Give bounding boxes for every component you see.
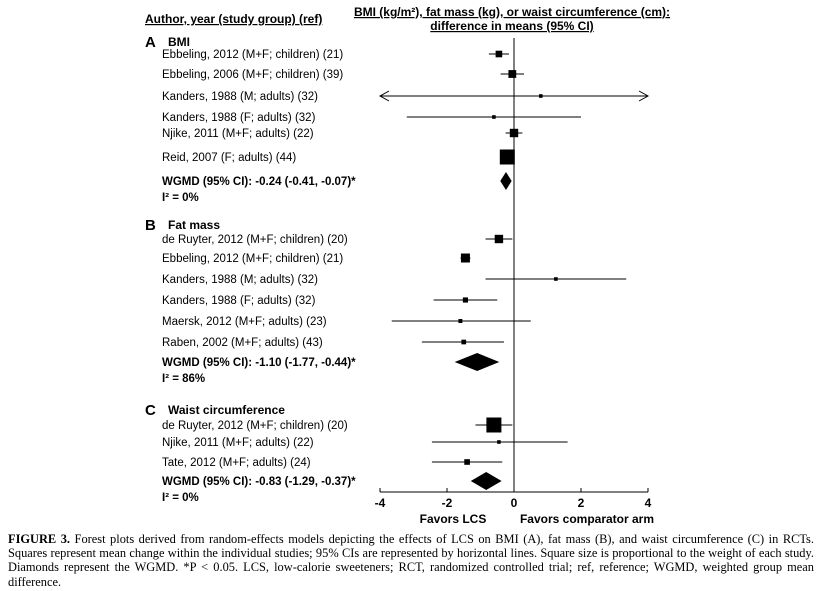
study-effect-square <box>499 149 515 165</box>
caption-label: FIGURE 3. <box>8 532 71 546</box>
study-effect-square <box>462 297 469 303</box>
study-effect-square <box>458 319 463 323</box>
pooled-estimate-label: WGMD (95% CI): -0.83 (-1.29, -0.37)* <box>162 476 356 488</box>
study-effect-square <box>494 234 504 244</box>
x-axis-tick-label: 2 <box>578 496 585 510</box>
column-header-effect-line2: difference in means (95% CI) <box>430 19 593 33</box>
pooled-estimate-label: WGMD (95% CI): -1.10 (-1.77, -0.44)* <box>162 357 356 369</box>
study-label: Kanders, 1988 (F; adults) (32) <box>162 112 316 124</box>
study-label: Raben, 2002 (M+F; adults) (43) <box>162 337 323 349</box>
study-label: Maersk, 2012 (M+F; adults) (23) <box>162 316 327 328</box>
heterogeneity-label: I² = 86% <box>162 373 205 385</box>
favors-comparator-label: Favors comparator arm <box>520 512 654 526</box>
x-axis: -4 -2 0 2 4 <box>375 488 652 510</box>
x-axis-tick-label: 0 <box>511 496 518 510</box>
ci-arrow-left <box>378 90 390 102</box>
heterogeneity-label: I² = 0% <box>162 192 199 204</box>
pooled-estimate-label: WGMD (95% CI): -0.24 (-0.41, -0.07)* <box>162 176 356 188</box>
pooled-effect-diamond <box>454 353 500 371</box>
x-axis-tick-label: -2 <box>442 496 453 510</box>
x-axis-tick-label: -4 <box>375 496 386 510</box>
caption-text: Forest plots derived from random-effects… <box>8 532 814 589</box>
study-label: Kanders, 1988 (M; adults) (32) <box>162 91 318 103</box>
section-title: Fat mass <box>168 218 220 232</box>
section-title: BMI <box>168 35 190 49</box>
study-label: Reid, 2007 (F; adults) (44) <box>162 152 296 164</box>
study-effect-square <box>492 115 496 119</box>
section-letter: A <box>145 34 156 51</box>
study-label: de Ruyter, 2012 (M+F; children) (20) <box>162 234 348 246</box>
study-label: Ebbeling, 2012 (M+F; children) (21) <box>162 253 343 265</box>
forest-plot: Author, year (study group) (ref) BMI (kg… <box>145 5 670 526</box>
pooled-effect-diamond <box>500 172 512 190</box>
x-axis-tick-label: 4 <box>645 496 652 510</box>
study-effect-square <box>497 440 501 444</box>
pooled-effect-diamond <box>470 472 502 490</box>
study-label: de Ruyter, 2012 (M+F; children) (20) <box>162 420 348 432</box>
column-header-studies: Author, year (study group) (ref) <box>145 12 322 26</box>
study-effect-square <box>460 253 470 263</box>
favors-lcs-label: Favors LCS <box>420 512 487 526</box>
figure-caption: FIGURE 3. Forest plots derived from rand… <box>8 532 814 589</box>
study-label: Kanders, 1988 (F; adults) (32) <box>162 295 316 307</box>
study-effect-square <box>495 50 503 58</box>
study-label: Njike, 2011 (M+F; adults) (22) <box>162 437 314 449</box>
study-effect-square <box>464 459 470 465</box>
section-title: Waist circumference <box>168 403 285 417</box>
study-label: Ebbeling, 2006 (M+F; children) (39) <box>162 69 343 81</box>
study-label: Kanders, 1988 (M; adults) (32) <box>162 274 318 286</box>
study-label: Ebbeling, 2012 (M+F; children) (21) <box>162 49 343 61</box>
study-effect-square <box>554 277 558 281</box>
study-effect-square <box>509 128 519 138</box>
study-label: Tate, 2012 (M+F; adults) (24) <box>162 457 311 469</box>
study-label: Njike, 2011 (M+F; adults) (22) <box>162 128 314 140</box>
heterogeneity-label: I² = 0% <box>162 492 199 504</box>
section-letter: C <box>145 402 156 419</box>
study-effect-square <box>461 339 467 345</box>
study-effect-square <box>486 417 502 433</box>
study-effect-square <box>508 70 517 78</box>
column-header-effect-line1: BMI (kg/m²), fat mass (kg), or waist cir… <box>354 5 670 19</box>
ci-arrow-right <box>638 90 650 102</box>
section-letter: B <box>145 217 156 234</box>
study-effect-square <box>539 94 543 98</box>
